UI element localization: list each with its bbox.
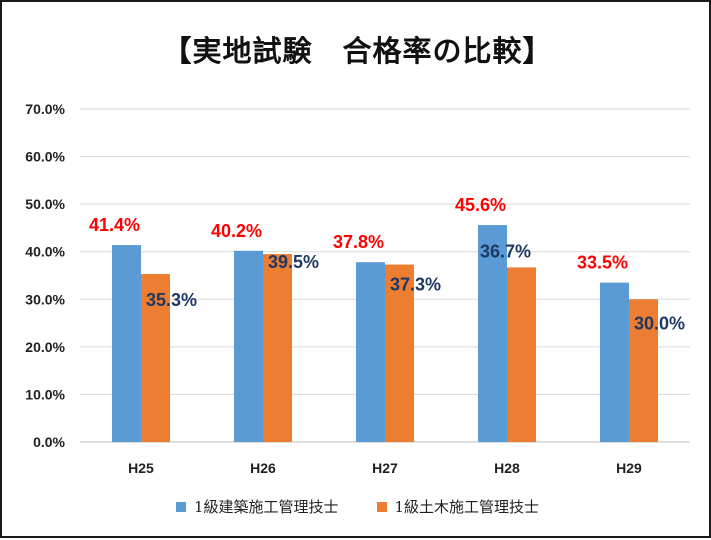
legend: 1級建築施工管理技士 1級土木施工管理技士 <box>2 496 711 517</box>
y-tick-label: 50.0% <box>25 196 65 212</box>
y-tick-label: 70.0% <box>25 101 65 117</box>
y-tick-label: 10.0% <box>25 386 65 402</box>
bar-series-1 <box>478 225 507 442</box>
data-label-series-2: 39.5% <box>268 252 319 272</box>
legend-swatch-series-1 <box>175 501 186 512</box>
bar-series-2 <box>263 254 292 442</box>
legend-item-series-1: 1級建築施工管理技士 <box>175 496 339 517</box>
data-label-series-2: 36.7% <box>480 241 531 261</box>
y-tick-label: 60.0% <box>25 149 65 165</box>
y-tick-label: 30.0% <box>25 291 65 307</box>
bar-series-1 <box>600 282 629 442</box>
chart-title: 【実地試験 合格率の比較】 <box>162 34 553 68</box>
data-label-series-2: 37.3% <box>390 275 441 295</box>
bar-series-1 <box>234 250 263 442</box>
bar-series-2 <box>385 264 414 442</box>
bar-series-2 <box>507 267 536 442</box>
y-tick-label: 0.0% <box>33 434 65 450</box>
y-tick-label: 20.0% <box>25 339 65 355</box>
legend-swatch-series-2 <box>376 501 387 512</box>
data-label-series-1: 37.8% <box>333 232 384 252</box>
x-tick-label: H27 <box>372 460 398 476</box>
data-label-series-1: 40.2% <box>211 221 262 241</box>
legend-label-series-2: 1級土木施工管理技士 <box>394 498 540 516</box>
x-tick-label: H26 <box>250 460 276 476</box>
data-label-series-1: 41.4% <box>89 215 140 235</box>
x-tick-label: H28 <box>494 460 520 476</box>
data-label-series-2: 30.0% <box>634 313 685 333</box>
bar-series-1 <box>356 262 385 442</box>
bar-series-1 <box>112 245 141 442</box>
data-label-series-1: 45.6% <box>455 195 506 215</box>
legend-label-series-1: 1級建築施工管理技士 <box>193 498 339 516</box>
x-tick-label: H25 <box>128 460 154 476</box>
data-label-series-1: 33.5% <box>577 253 628 273</box>
data-label-series-2: 35.3% <box>146 290 197 310</box>
bar-series-2 <box>629 299 658 442</box>
legend-item-series-2: 1級土木施工管理技士 <box>376 496 540 517</box>
y-tick-label: 40.0% <box>25 244 65 260</box>
x-tick-label: H29 <box>616 460 642 476</box>
bar-series-2 <box>141 274 170 442</box>
